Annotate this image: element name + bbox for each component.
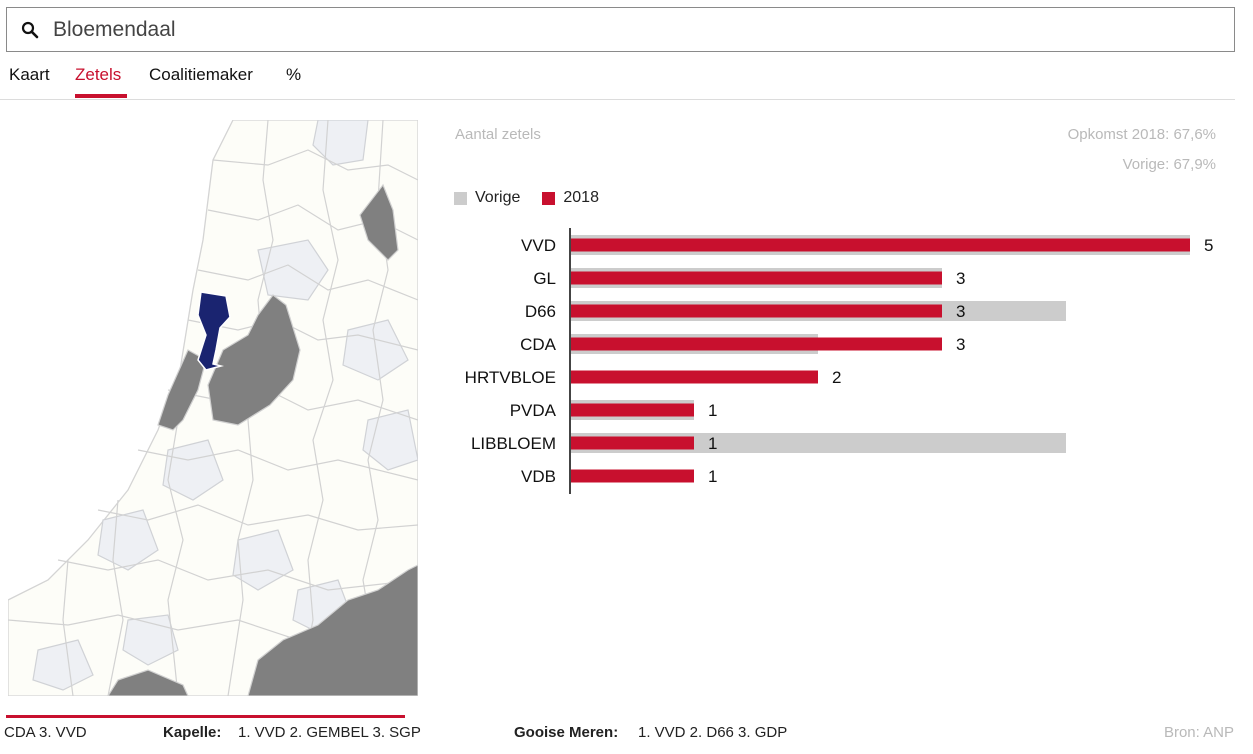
bar-2018-libbloem <box>570 436 694 450</box>
category-label-cda: CDA <box>520 335 557 354</box>
ticker-item-text: 1. VVD 2. D66 3. GDP <box>638 724 788 741</box>
tab-percentage[interactable]: % <box>286 65 302 84</box>
source-credit: Bron: ANP <box>1163 724 1234 741</box>
bar-2018-vdb <box>570 469 694 483</box>
tab-coalitiemaker[interactable]: Coalitiemaker <box>149 65 253 84</box>
bar-2018-hrtvbloe <box>570 370 818 384</box>
legend-label-2018: 2018 <box>563 189 599 206</box>
search-input[interactable] <box>53 8 1213 51</box>
tab-kaart[interactable]: Kaart <box>9 65 50 84</box>
legend-item-2018: 2018 <box>542 189 599 207</box>
selected-municipality-bloemendaal <box>197 291 231 371</box>
bar-2018-gl <box>570 271 942 285</box>
bar-2018-cda <box>570 337 942 351</box>
category-label-libbloem: LIBBLOEM <box>471 434 556 453</box>
legend-label-previous: Vorige <box>475 189 521 206</box>
value-label-d66: 3 <box>956 302 965 321</box>
category-label-hrtvbloe: HRTVBLOE <box>465 368 556 387</box>
chart-title: Aantal zetels <box>455 126 541 143</box>
category-label-vvd: VVD <box>521 236 556 255</box>
municipality-map[interactable] <box>8 120 418 696</box>
search-icon <box>21 21 39 39</box>
active-tab-indicator <box>75 94 127 98</box>
ticker-item-text: CDA 3. VVD <box>4 724 87 741</box>
bar-2018-pvda <box>570 403 694 417</box>
legend-swatch-previous <box>454 191 467 205</box>
ticker-place: Kapelle: <box>163 724 222 741</box>
value-label-libbloem: 1 <box>708 434 717 453</box>
legend-swatch-2018 <box>542 191 556 205</box>
chart-legend: Vorige 2018 <box>454 189 621 207</box>
results-ticker: CDA 3. VVD Kapelle: 1. VVD 2. GEMBEL 3. … <box>0 724 1140 746</box>
region-grey <box>107 669 189 696</box>
value-label-hrtvbloe: 2 <box>832 368 841 387</box>
value-label-cda: 3 <box>956 335 965 354</box>
value-label-vdb: 1 <box>708 467 717 486</box>
bar-2018-vvd <box>570 238 1190 252</box>
category-label-vdb: VDB <box>521 467 556 486</box>
category-label-gl: GL <box>533 269 556 288</box>
legend-item-previous: Vorige <box>454 189 520 207</box>
seat-bar-chart: VVD 5 GL 3 D66 3 CDA 3 HRTVBLOE 2 PVDA 1 LIBBLOEM 1 VD… <box>465 228 1213 494</box>
value-label-vvd: 5 <box>1204 236 1213 255</box>
ticker-item-text: 1. VVD 2. GEMBEL 3. SGP <box>238 724 421 741</box>
region-grey <box>207 294 301 426</box>
ticker-place: Gooise Meren: <box>514 724 619 741</box>
turnout-2018: Opkomst 2018: 67,6% <box>1067 126 1216 143</box>
ticker-progress-line <box>6 715 405 718</box>
tab-zetels[interactable]: Zetels <box>75 65 122 84</box>
turnout-previous: Vorige: 67,9% <box>1122 156 1216 173</box>
region-grey <box>359 183 399 261</box>
value-label-pvda: 1 <box>708 401 717 420</box>
category-label-pvda: PVDA <box>510 401 557 420</box>
value-label-gl: 3 <box>956 269 965 288</box>
search-box[interactable] <box>6 7 1235 52</box>
bar-2018-d66 <box>570 304 942 318</box>
region-grey <box>247 564 418 696</box>
category-label-d66: D66 <box>525 302 556 321</box>
tab-bar: Kaart Zetels Coalitiemaker % <box>0 58 1235 100</box>
